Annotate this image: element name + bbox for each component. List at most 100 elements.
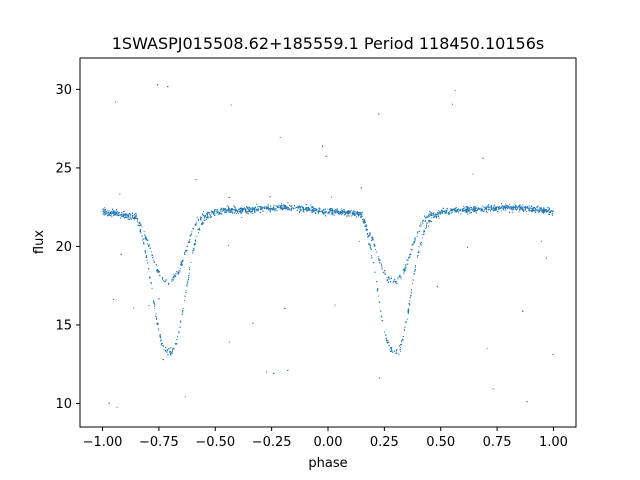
data-point [531,205,533,207]
data-point [522,209,524,211]
data-point [207,211,209,213]
data-point [344,213,346,215]
data-point [533,210,535,212]
data-point [231,208,233,210]
data-point [408,309,410,311]
data-point [115,212,117,214]
data-point [539,209,541,211]
data-point [490,205,492,207]
data-point [335,212,337,214]
data-point [362,221,364,223]
data-point [548,213,550,215]
data-point [456,210,458,212]
data-point [324,212,326,214]
data-point [438,217,440,219]
data-point [486,208,488,210]
data-point [349,211,351,213]
data-point [417,252,419,254]
data-point [397,277,399,279]
data-point [137,224,139,226]
data-point [169,351,171,353]
data-point [347,211,349,213]
x-tick-label: 1.00 [539,435,568,450]
data-point [228,208,230,210]
data-point [414,237,416,239]
data-point [243,209,245,211]
data-point [220,210,222,212]
data-point [286,206,288,208]
data-point [251,208,253,210]
data-point [414,265,416,267]
data-point [104,211,106,213]
data-point [143,231,145,233]
data-point [437,214,439,216]
data-point [381,320,383,322]
data-point [272,208,274,210]
data-point [137,219,139,221]
data-point [186,245,188,247]
data-point [388,277,390,279]
data-point [131,214,133,216]
data-point [117,214,119,216]
data-point [138,225,140,227]
data-point [228,341,230,343]
data-point [342,210,344,212]
data-point [480,207,482,209]
data-point [200,219,202,221]
data-point [110,215,112,217]
data-point [297,206,299,208]
data-point [103,209,105,211]
data-point [348,210,350,212]
data-point [226,209,228,211]
data-point [518,211,520,213]
data-point [396,283,398,285]
data-point [369,234,371,236]
data-point [522,208,524,210]
data-point [120,217,122,219]
data-point [525,209,527,211]
data-point [359,212,361,214]
data-point [212,212,214,214]
data-point [189,241,191,243]
data-point [368,244,370,246]
data-point [399,276,401,278]
data-point [438,210,440,212]
data-point [177,272,179,274]
data-point [298,205,300,207]
data-point [395,282,397,284]
data-point [360,212,362,214]
data-point [143,238,145,240]
data-point [466,211,468,213]
data-point [390,281,392,283]
data-point [211,210,213,212]
data-point [241,217,243,219]
data-point [361,216,363,218]
x-tick-label: −0.50 [195,435,235,450]
y-axis-ticks: 10 15 20 25 30 [55,83,80,412]
data-point [275,209,277,211]
data-point [287,202,289,204]
data-point [310,209,312,211]
data-point [436,213,438,215]
data-point [128,219,130,221]
data-point [102,208,104,210]
data-point [242,210,244,212]
data-point [282,208,284,210]
data-point [548,211,550,213]
data-point [312,209,314,211]
data-point [459,209,461,211]
data-point [393,279,395,281]
data-point [113,211,115,213]
data-point [319,208,321,210]
data-point [524,206,526,208]
data-point [265,371,267,373]
data-point [145,238,147,240]
data-point [171,278,173,280]
data-point [285,206,287,208]
data-point [528,209,530,211]
data-point [531,210,533,212]
data-point [504,207,506,209]
data-point [403,271,405,273]
data-point [353,212,355,214]
data-point [273,206,274,208]
